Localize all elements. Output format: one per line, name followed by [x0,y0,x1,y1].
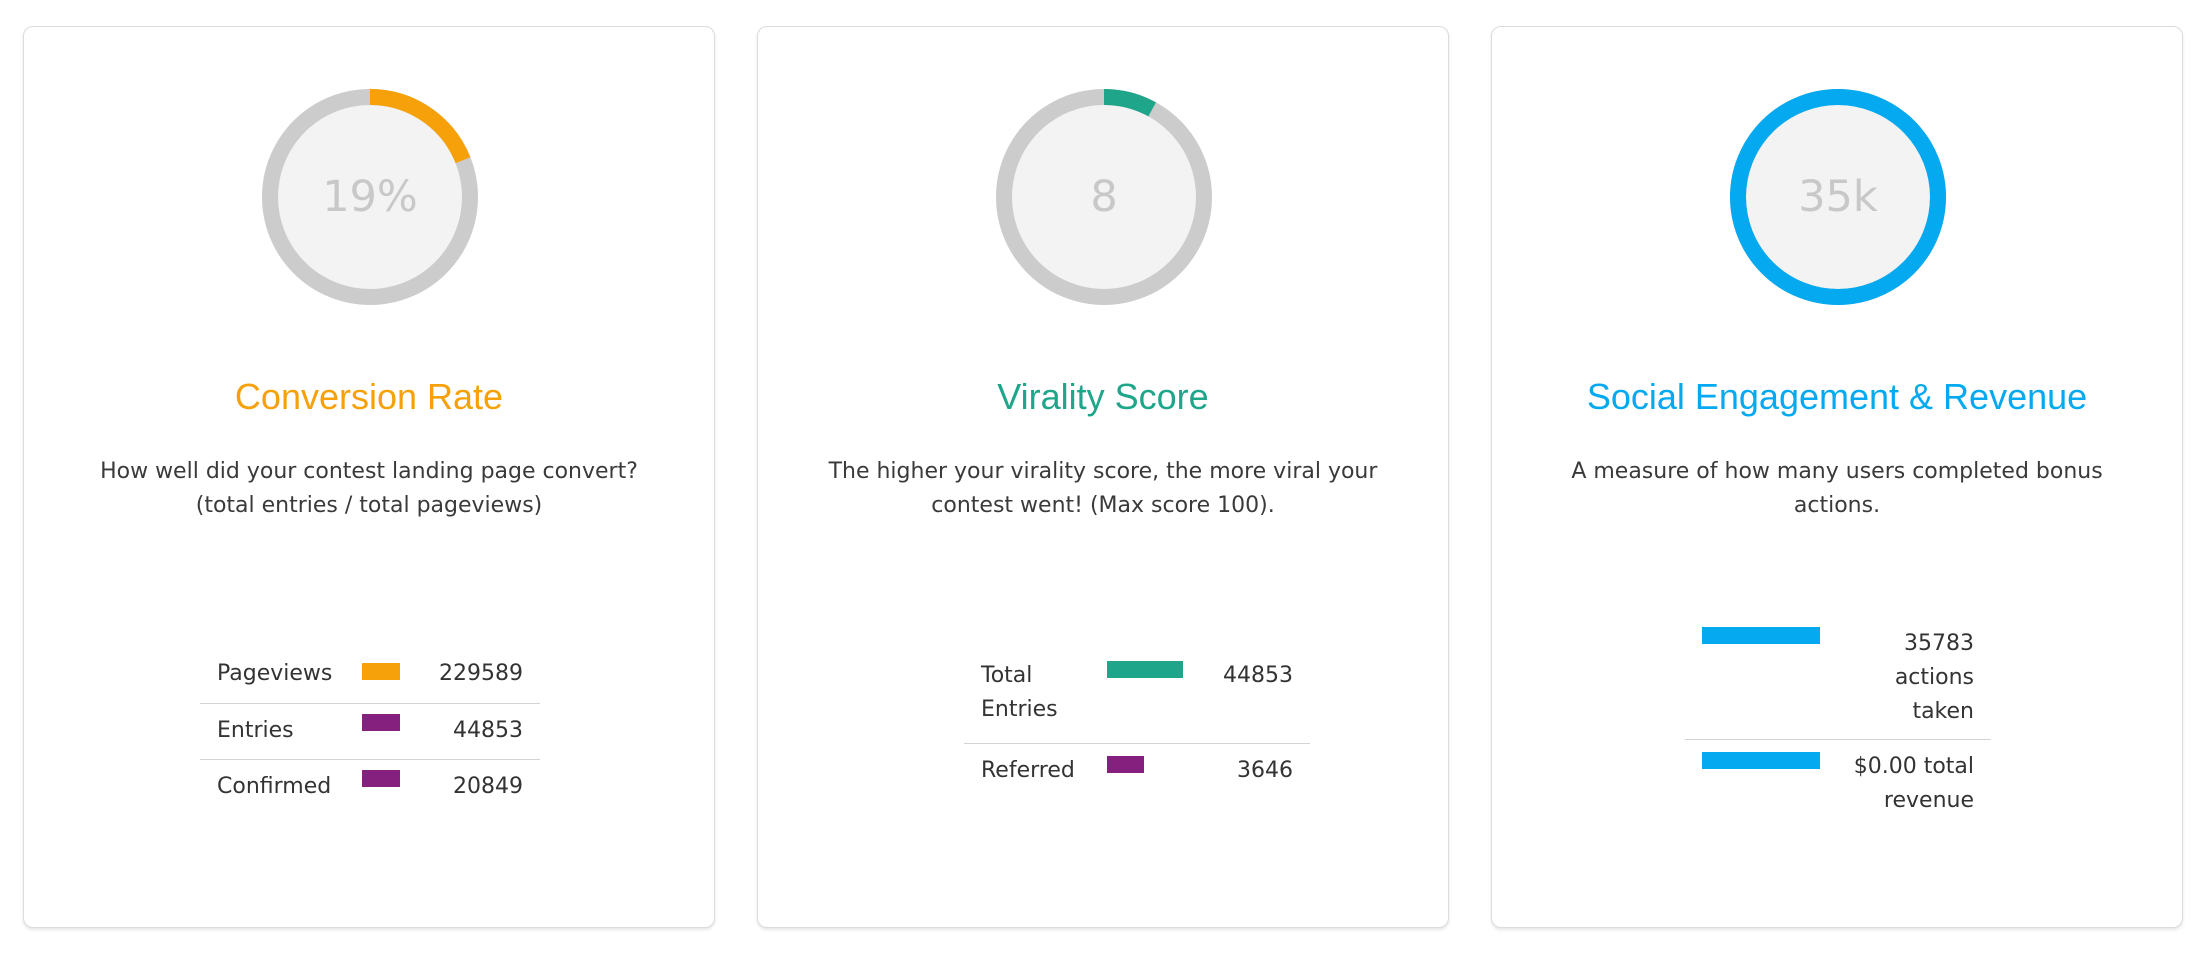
bar-indicator [362,713,400,731]
gauge-progress-arc [262,89,478,305]
row-value: 20849 [434,758,540,815]
social-engagement-card: 35k Social Engagement & Revenue A measur… [1491,26,2183,928]
bar-indicator [1702,627,1820,644]
table-row: Total Entries 44853 [964,657,1310,744]
row-value: 44853 [434,702,540,759]
row-value: 229589 [439,661,523,686]
row-label: Confirmed [200,758,362,815]
card-description: The higher your virality score, the more… [828,459,1378,518]
row-value: 3646 [1215,743,1310,796]
bar-indicator [362,769,400,787]
table-row: $0.00 total revenue [1685,738,1991,818]
conversion-rate-card: 19% Conversion Rate How well did your co… [23,26,715,928]
gauge-value: 19% [322,172,418,222]
table-row: Pageviews 229589 [200,633,540,703]
stats-table: Total Entries 44853 Referred 3646 [964,657,1310,796]
stats-table: Pageviews 229589 Entries 44853 Confirmed… [200,633,540,815]
virality-score-card: 8 Virality Score The higher your viralit… [757,26,1449,928]
table-row: 35783 actions taken [1685,623,1991,739]
stats-cards: 19% Conversion Rate How well did your co… [23,26,2183,928]
row-label: Entries [200,702,362,759]
bar-indicator [1702,751,1820,769]
gauge-progress-arc [996,89,1212,305]
virality-score-gauge: 8 [996,89,1212,305]
gauge-value: 8 [1090,172,1118,222]
stats-table: 35783 actions taken $0.00 total revenue [1685,623,1991,818]
gauge-center [1745,104,1931,290]
table-row: Referred 3646 [964,743,1310,796]
table-row: Entries 44853 [200,702,540,759]
row-label: Total Entries [981,663,1058,722]
gauge-value: 35k [1798,172,1878,222]
row-value: 35783 actions taken [1894,631,1974,724]
gauge-center [1011,104,1197,290]
row-value: $0.00 total revenue [1849,738,1991,818]
row-label: Pageviews [217,661,333,686]
bar-indicator [1107,661,1183,678]
table-row: Confirmed 20849 [200,758,540,815]
bar-indicator [362,663,400,680]
social-engagement-gauge: 35k [1730,89,1946,305]
card-description: How well did your contest landing page c… [100,459,638,518]
row-label: Referred [964,743,1107,796]
card-title: Social Engagement & Revenue [1586,376,2088,417]
card-title: Virality Score [997,376,1209,417]
conversion-rate-gauge: 19% [262,89,478,305]
card-description: A measure of how many users completed bo… [1571,459,2103,518]
row-value: 44853 [1223,663,1293,688]
bar-indicator [1107,756,1144,773]
gauge-center [277,104,463,290]
card-title: Conversion Rate [234,376,504,417]
gauge-progress-arc [1730,89,1946,305]
